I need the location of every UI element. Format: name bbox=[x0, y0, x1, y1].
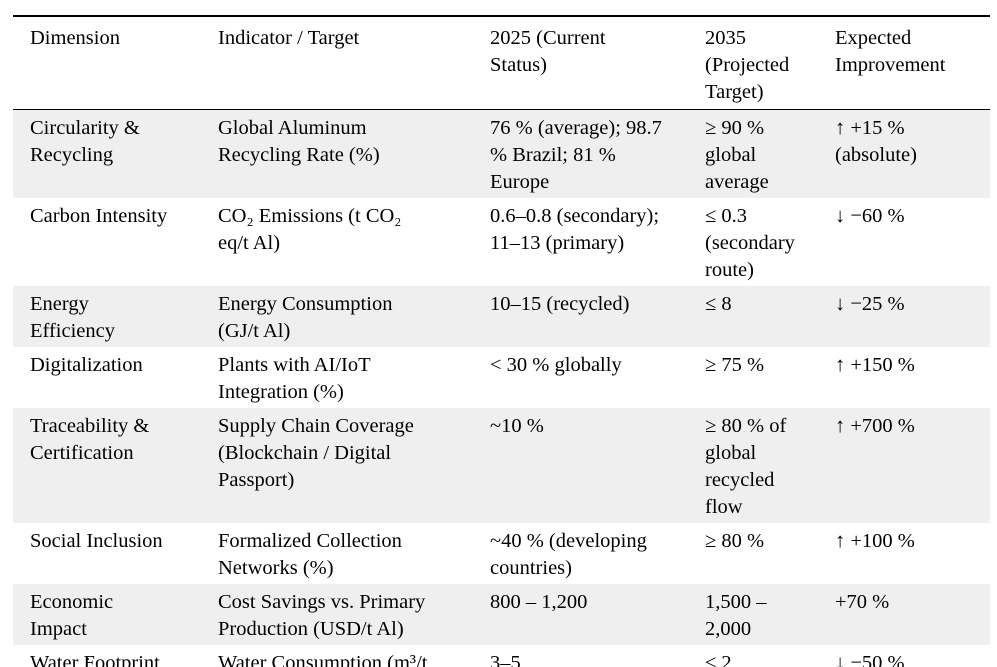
cell-indicator: Supply Chain Coverage (Blockchain / Digi… bbox=[218, 414, 414, 491]
cell-dimension: Water Footprint bbox=[13, 644, 205, 667]
cell-improvement: ↓ −60 % bbox=[835, 204, 905, 227]
cell-dimension: Digitalization bbox=[30, 353, 143, 376]
cell-target-2035: ≤ 2 bbox=[692, 644, 822, 667]
cell-target-2035: ≤ 0.3 (secondary route) bbox=[705, 204, 795, 281]
cell-target-2035: ≥ 80 % of global recycled flow bbox=[705, 414, 787, 518]
cell-target-2035: ≥ 75 % bbox=[705, 353, 765, 376]
table-row-economic-impact: Economic Impact Cost Savings vs. Primary… bbox=[13, 583, 990, 645]
cell-dimension: Social Inclusion bbox=[30, 529, 163, 552]
table-row-water-footprint: Water Footprint Water Consumption (m³/t … bbox=[13, 644, 990, 667]
cell-indicator: Water Consumption (m³/t Al) bbox=[205, 644, 477, 667]
col-header-expected-improvement: Expected Improvement bbox=[822, 16, 990, 110]
table-row-carbon-intensity: Carbon Intensity CO₂ Emissions (t CO₂ eq… bbox=[13, 198, 990, 286]
table-row-digitalization: Digitalization Plants with AI/IoT Integr… bbox=[13, 347, 990, 408]
cell-improvement: ↓ −50 % bbox=[822, 644, 990, 667]
cell-current-2025: 76 % (average); 98.7 % Brazil; 81 % Euro… bbox=[490, 116, 662, 193]
col-header-2035-projected-target: 2035 (Projected Target) bbox=[692, 16, 822, 110]
cell-indicator: Energy Consumption (GJ/t Al) bbox=[218, 292, 393, 342]
col-header-2025-current-status: 2025 (Current Status) bbox=[477, 16, 692, 110]
cell-current-2025: ~10 % bbox=[490, 414, 544, 437]
cell-current-2025: < 30 % globally bbox=[490, 353, 622, 376]
col-header-dimension: Dimension bbox=[13, 16, 205, 110]
cell-improvement: ↑ +700 % bbox=[835, 414, 915, 437]
cell-current-2025: ~40 % (developing countries) bbox=[490, 529, 647, 579]
cell-current-2025: 0.6–0.8 (secondary); 11–13 (primary) bbox=[490, 204, 660, 254]
cell-improvement: ↑ +15 % (absolute) bbox=[835, 116, 917, 166]
table-row-circularity-recycling: Circularity & Recycling Global Aluminum … bbox=[13, 109, 990, 198]
cell-dimension: Traceability & Certification bbox=[30, 414, 150, 464]
cell-improvement: ↑ +100 % bbox=[835, 529, 915, 552]
cell-current-2025: 10–15 (recycled) bbox=[490, 292, 630, 315]
sustainability-kpi-table: Dimension Indicator / Target 2025 (Curre… bbox=[13, 15, 990, 667]
cell-indicator: Cost Savings vs. Primary Production (USD… bbox=[218, 590, 426, 640]
cell-indicator: Formalized Collection Networks (%) bbox=[218, 529, 402, 579]
cell-target-2035: ≥ 90 % global average bbox=[705, 116, 769, 193]
cell-dimension: Carbon Intensity bbox=[30, 204, 168, 227]
cell-dimension: Energy Efficiency bbox=[30, 292, 115, 342]
cell-dimension: Economic Impact bbox=[30, 590, 114, 640]
cell-target-2035: ≥ 80 % bbox=[705, 529, 765, 552]
col-header-indicator-target: Indicator / Target bbox=[205, 16, 477, 110]
cell-current-2025: 3–5 bbox=[477, 644, 692, 667]
table-row-social-inclusion: Social Inclusion Formalized Collection N… bbox=[13, 523, 990, 584]
cell-indicator: Global Aluminum Recycling Rate (%) bbox=[218, 116, 380, 166]
cell-current-2025: 800 – 1,200 bbox=[490, 590, 588, 613]
cell-improvement: ↑ +150 % bbox=[835, 353, 915, 376]
cell-indicator: Plants with AI/IoT Integration (%) bbox=[218, 353, 371, 403]
cell-indicator: CO₂ Emissions (t CO₂ eq/t Al) bbox=[218, 204, 402, 254]
footnote-mark: . bbox=[86, 647, 90, 664]
cell-improvement: ↓ −25 % bbox=[835, 292, 905, 315]
table-row-energy-efficiency: Energy Efficiency Energy Consumption (GJ… bbox=[13, 285, 990, 347]
header-row: Dimension Indicator / Target 2025 (Curre… bbox=[13, 16, 990, 110]
cell-target-2035: 1,500 – 2,000 bbox=[705, 590, 767, 640]
cell-improvement: +70 % bbox=[835, 590, 890, 613]
table-row-traceability-certification: Traceability & Certification Supply Chai… bbox=[13, 407, 990, 523]
cell-dimension: Circularity & Recycling bbox=[30, 116, 140, 166]
cell-target-2035: ≤ 8 bbox=[705, 292, 732, 315]
